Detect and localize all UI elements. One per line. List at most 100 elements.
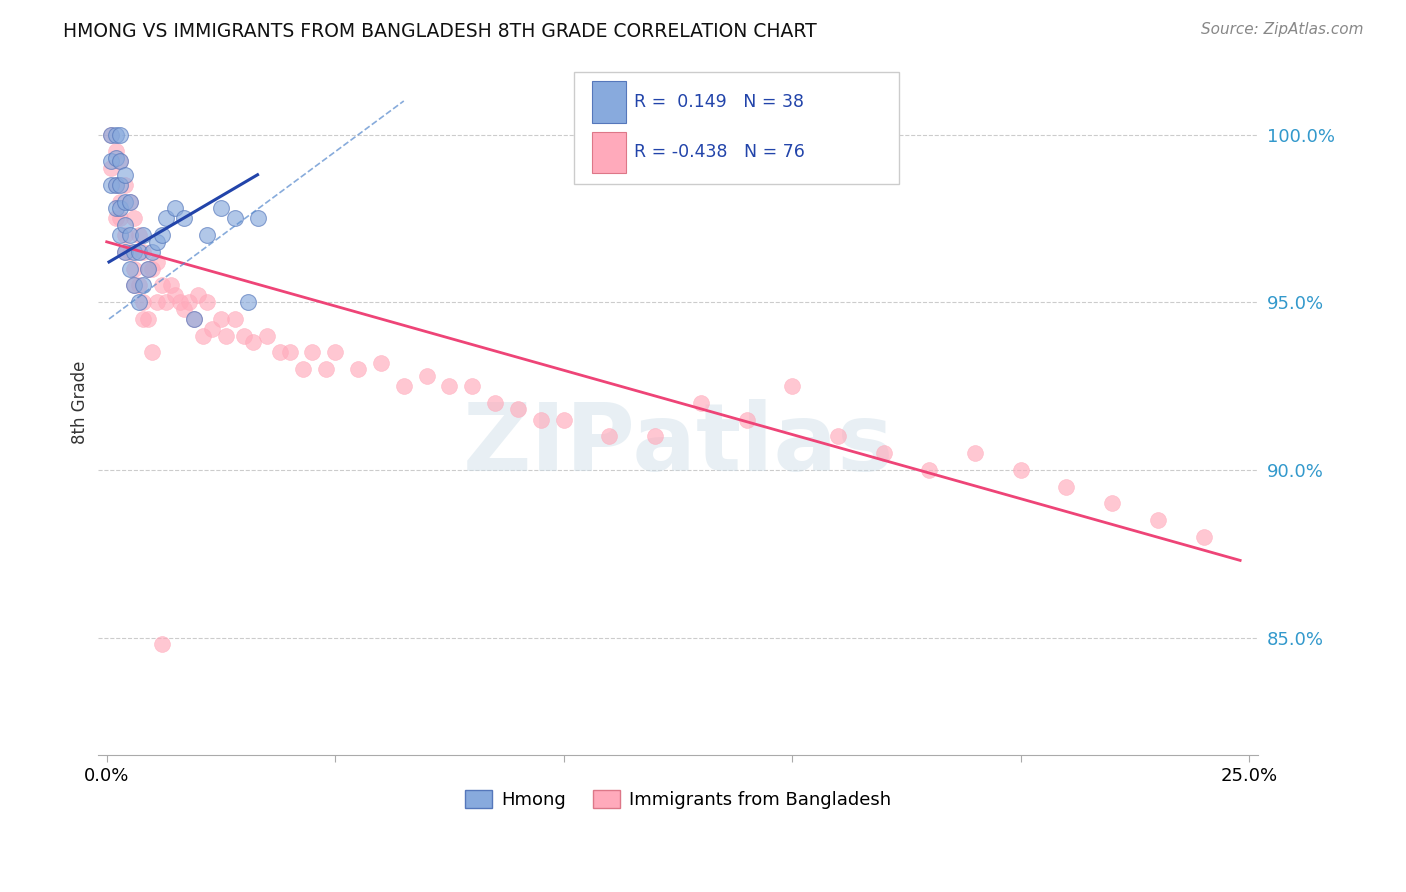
Point (1010, 463, 1032, 477)
Point (315, 362, 337, 376)
Point (392, 379, 415, 393)
Point (110, 202, 132, 216)
Point (224, 211, 246, 226)
Point (439, 379, 461, 393)
Point (224, 312, 246, 326)
Point (242, 335, 264, 350)
Point (146, 235, 169, 249)
Point (165, 202, 187, 216)
FancyBboxPatch shape (592, 132, 626, 173)
Point (278, 345, 301, 359)
Point (122, 278, 145, 293)
Point (118, 194, 141, 209)
Point (104, 178, 127, 192)
Point (269, 345, 291, 359)
Point (195, 295, 218, 310)
Point (114, 194, 136, 209)
Point (104, 145, 127, 159)
Point (132, 228, 155, 243)
Point (141, 261, 163, 276)
Point (598, 429, 620, 443)
Point (110, 178, 132, 192)
Point (150, 228, 173, 243)
FancyBboxPatch shape (574, 72, 898, 185)
Point (146, 255, 169, 269)
Text: Source: ZipAtlas.com: Source: ZipAtlas.com (1201, 22, 1364, 37)
Point (122, 244, 145, 259)
Point (370, 355, 392, 369)
Point (246, 211, 269, 226)
Point (159, 278, 181, 293)
Y-axis label: 8th Grade: 8th Grade (72, 361, 89, 444)
Point (122, 278, 145, 293)
Point (146, 295, 169, 310)
Point (256, 328, 278, 343)
Point (155, 295, 177, 310)
Point (461, 379, 484, 393)
Point (644, 429, 666, 443)
Point (104, 128, 127, 142)
FancyBboxPatch shape (592, 81, 626, 122)
Point (780, 379, 803, 393)
Text: R =  0.149   N = 38: R = 0.149 N = 38 (634, 93, 804, 111)
Point (100, 178, 122, 192)
Point (150, 637, 173, 651)
Point (872, 446, 894, 460)
Point (689, 396, 711, 410)
Point (118, 261, 141, 276)
Point (100, 154, 122, 169)
Point (301, 345, 323, 359)
Point (104, 211, 127, 226)
Point (214, 328, 236, 343)
Point (347, 362, 370, 376)
Point (114, 228, 136, 243)
Point (104, 178, 127, 192)
Point (114, 244, 136, 259)
Point (150, 278, 173, 293)
Legend: Hmong, Immigrants from Bangladesh: Hmong, Immigrants from Bangladesh (458, 782, 898, 816)
Point (136, 261, 159, 276)
Point (128, 244, 150, 259)
Point (122, 261, 145, 276)
Point (122, 211, 145, 226)
Point (173, 301, 195, 316)
Text: ZIPatlas: ZIPatlas (463, 399, 894, 491)
Point (1056, 480, 1078, 494)
Point (114, 168, 136, 182)
Point (191, 328, 214, 343)
Point (735, 412, 758, 426)
Point (110, 228, 132, 243)
Point (132, 312, 155, 326)
Point (110, 128, 132, 142)
Point (195, 228, 218, 243)
Text: HMONG VS IMMIGRANTS FROM BANGLADESH 8TH GRADE CORRELATION CHART: HMONG VS IMMIGRANTS FROM BANGLADESH 8TH … (63, 22, 817, 41)
Point (201, 322, 224, 336)
Point (100, 128, 122, 142)
Point (209, 202, 232, 216)
Point (110, 154, 132, 169)
Point (110, 154, 132, 169)
Point (100, 161, 122, 175)
Point (132, 278, 155, 293)
Point (169, 295, 191, 310)
Point (177, 295, 200, 310)
Point (232, 328, 254, 343)
Point (1147, 513, 1170, 527)
Point (238, 295, 260, 310)
Point (183, 312, 205, 326)
Point (136, 261, 159, 276)
Point (965, 446, 987, 460)
Point (1101, 496, 1123, 510)
Point (118, 228, 141, 243)
Point (110, 194, 132, 209)
Point (506, 402, 529, 417)
Point (128, 228, 150, 243)
Point (183, 312, 205, 326)
Point (100, 128, 122, 142)
Point (114, 178, 136, 192)
Point (155, 211, 177, 226)
Point (187, 288, 209, 302)
Point (118, 244, 141, 259)
Point (114, 218, 136, 232)
Point (1192, 530, 1215, 544)
